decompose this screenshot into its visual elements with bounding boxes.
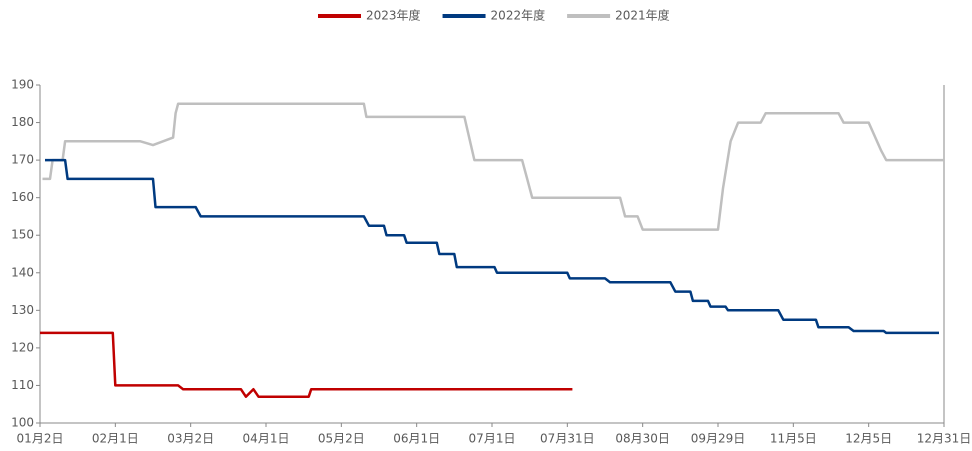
y-tick-label: 120 <box>11 340 34 354</box>
series-line <box>45 158 939 335</box>
y-tick-label: 170 <box>11 153 34 167</box>
x-tick-label: 03月2日 <box>167 432 214 446</box>
x-tick-label: 12月31日 <box>917 432 972 446</box>
y-tick-label: 180 <box>11 115 34 129</box>
y-tick-label: 160 <box>11 190 34 204</box>
y-tick-label: 190 <box>11 78 34 92</box>
legend-label: 2022年度 <box>491 8 546 23</box>
series-line <box>42 102 944 231</box>
x-tick-label: 04月1日 <box>243 432 290 446</box>
x-tick-label: 07月31日 <box>540 432 595 446</box>
x-tick-label: 01月2日 <box>17 432 64 446</box>
legend-label: 2023年度 <box>366 8 421 23</box>
y-tick-label: 110 <box>11 378 34 392</box>
series-line <box>40 331 573 398</box>
x-tick-label: 12月5日 <box>845 432 892 446</box>
y-tick-label: 140 <box>11 265 34 279</box>
x-tick-label: 02月1日 <box>92 432 139 446</box>
y-tick-label: 100 <box>11 416 34 430</box>
x-tick-label: 08月30日 <box>615 432 670 446</box>
x-tick-label: 05月2日 <box>318 432 365 446</box>
x-tick-label: 11月5日 <box>770 432 817 446</box>
y-tick-label: 130 <box>11 303 34 317</box>
legend-label: 2021年度 <box>615 8 670 23</box>
y-tick-label: 150 <box>11 228 34 242</box>
x-tick-label: 07月1日 <box>469 432 516 446</box>
x-tick-label: 09月29日 <box>691 432 746 446</box>
x-tick-label: 06月1日 <box>393 432 440 446</box>
